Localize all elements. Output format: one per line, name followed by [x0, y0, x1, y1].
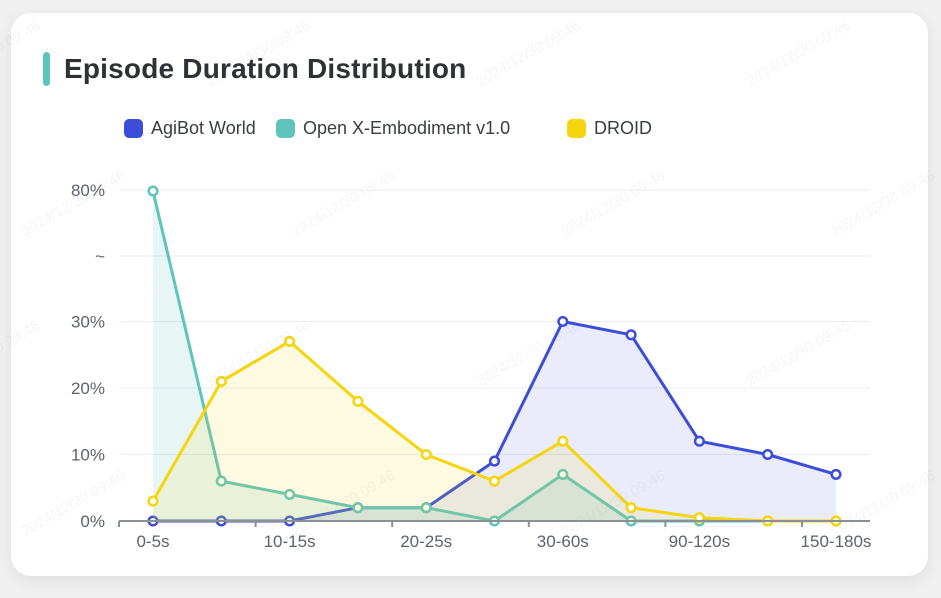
title-accent-bar: [43, 52, 50, 86]
series-area-droid: [153, 341, 836, 521]
data-point: [625, 502, 637, 514]
y-axis-label: 0%: [80, 512, 105, 531]
series-area-open-x-embodiment-v1-0: [153, 191, 836, 521]
x-axis-label: 30-60s: [537, 532, 589, 551]
title-row: Episode Duration Distribution: [43, 52, 466, 86]
data-point: [215, 475, 227, 487]
data-point: [420, 502, 432, 514]
y-axis-label: 30%: [71, 313, 105, 332]
data-point: [215, 375, 227, 387]
legend: AgiBot World Open X-Embodiment v1.0 DROID: [11, 118, 928, 144]
data-point: [762, 448, 774, 461]
data-point: [557, 468, 569, 480]
chart-card: Episode Duration Distribution AgiBot Wor…: [11, 13, 928, 576]
x-axis-label: 90-120s: [669, 532, 730, 551]
legend-swatch: [276, 119, 295, 138]
data-point: [830, 468, 842, 480]
y-axis-label: ~: [95, 247, 105, 266]
data-point: [557, 315, 569, 328]
data-point: [488, 475, 501, 487]
legend-label: DROID: [594, 118, 652, 138]
data-point: [352, 395, 364, 407]
x-axis-label: 20-25s: [400, 532, 452, 551]
x-axis-label: 0-5s: [136, 532, 169, 551]
x-axis-label: 10-15s: [264, 532, 316, 551]
data-point: [625, 329, 637, 341]
data-point: [420, 448, 432, 461]
legend-label: Open X-Embodiment v1.0: [303, 118, 511, 138]
y-axis-label: 20%: [71, 379, 105, 398]
y-axis-label: 10%: [71, 446, 105, 465]
data-point: [693, 512, 705, 524]
legend-label: AgiBot World: [151, 118, 256, 138]
chart-title: Episode Duration Distribution: [64, 53, 467, 84]
x-axis-label: 150-180s: [801, 532, 872, 551]
episode-duration-line-chart[interactable]: 0-5s 10-15s 20-25s 30-60s 90-120s 150-180s 0% 1…: [11, 13, 928, 576]
legend-item-open-x-embodiment-v1-0[interactable]: Open X-Embodiment v1.0: [276, 118, 510, 139]
data-point: [693, 435, 705, 447]
data-point: [557, 435, 569, 447]
series-area-agibot-world: [153, 321, 836, 521]
data-point: [147, 495, 159, 507]
data-point: [488, 455, 501, 467]
legend-swatch: [567, 119, 586, 138]
data-point: [352, 502, 364, 514]
legend-item-droid[interactable]: DROID: [567, 118, 652, 139]
data-point: [147, 185, 159, 197]
data-point: [284, 488, 296, 500]
legend-item-agibot-world[interactable]: AgiBot World: [124, 118, 256, 139]
y-axis-label: 80%: [71, 181, 105, 200]
data-point: [284, 335, 296, 347]
legend-swatch: [124, 119, 143, 138]
